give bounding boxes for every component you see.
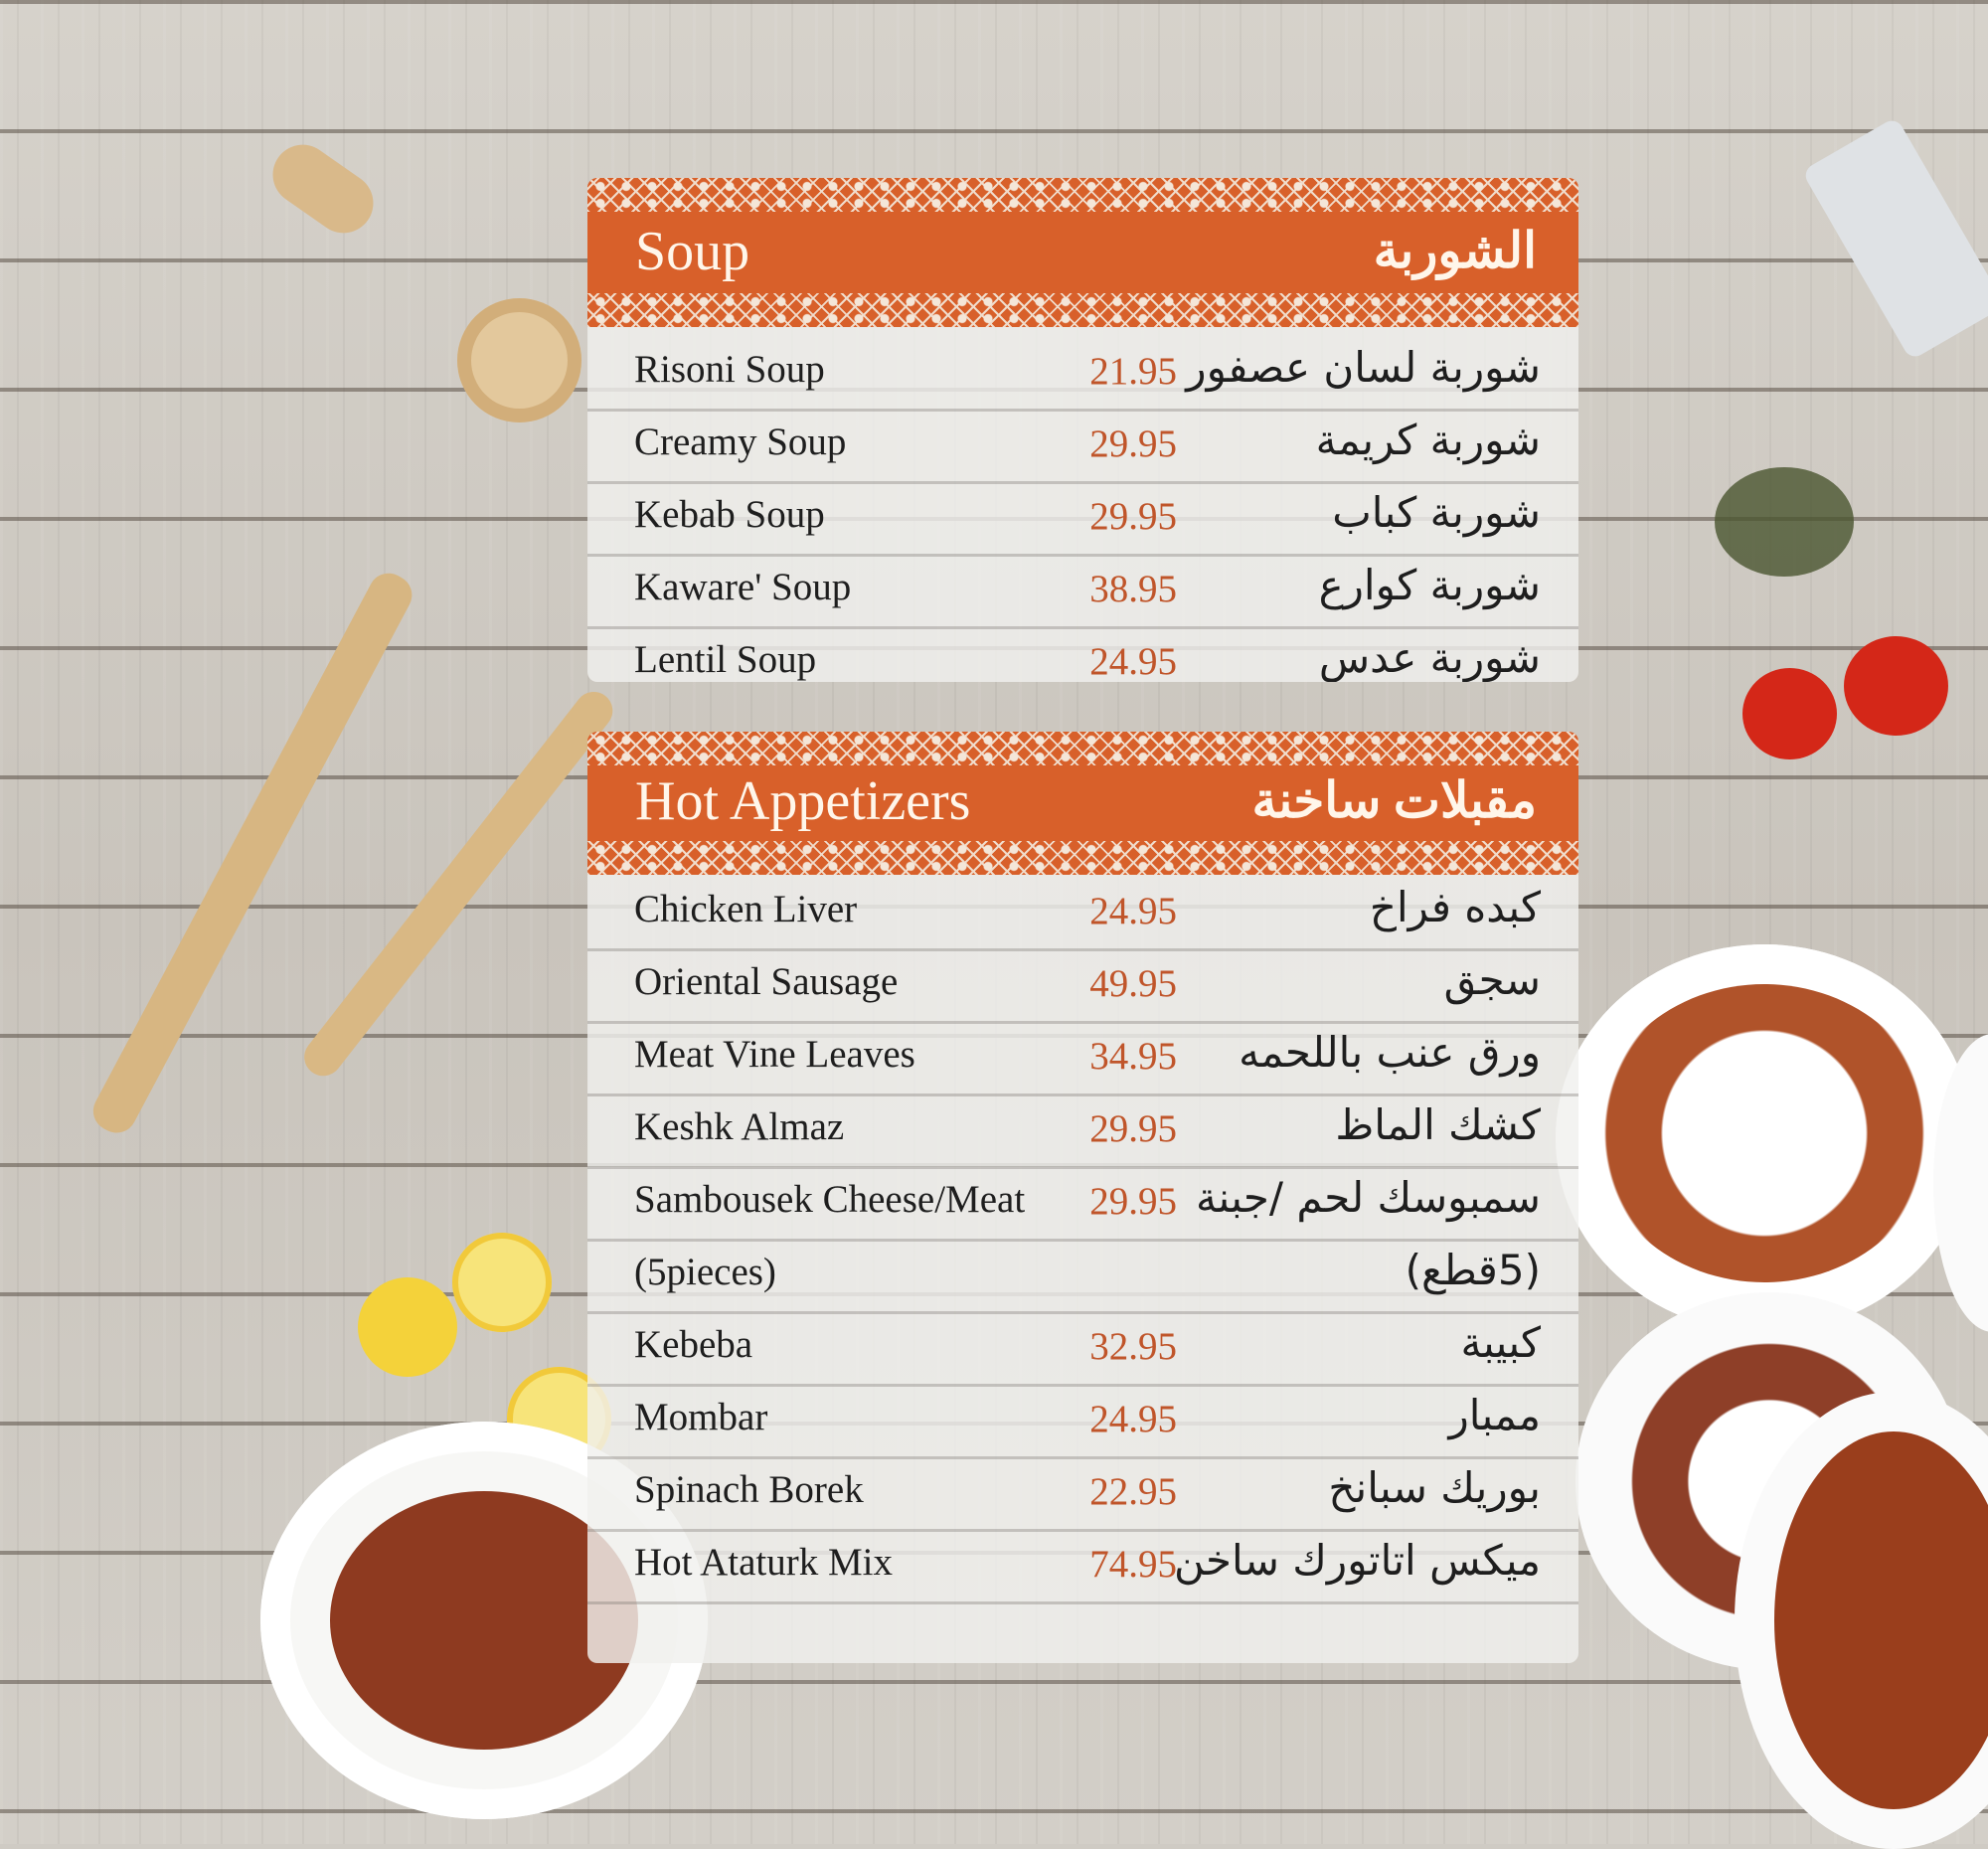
meat-stew-dish-image <box>1735 1392 1988 1849</box>
item-name-arabic: سجق <box>1443 955 1541 1004</box>
item-name: Chicken Liver <box>634 888 858 930</box>
menu-item-row: Chicken Liver 24.95 كبده فراخ <box>587 879 1578 951</box>
item-price: 29.95 <box>1089 1180 1177 1223</box>
item-price: 24.95 <box>1089 890 1177 932</box>
item-name: Creamy Soup <box>634 420 847 463</box>
pattern-border <box>587 293 1578 327</box>
item-name-arabic: (5قطع) <box>1405 1246 1541 1294</box>
menu-item-row: Keshk Almaz 29.95 كشك الماظ <box>587 1096 1578 1169</box>
item-name: Spinach Borek <box>634 1468 864 1511</box>
section-title: Soup <box>635 221 750 282</box>
item-name-arabic: سمبوسك لحم /جبنة <box>1196 1173 1541 1222</box>
menu-item-row: Hot Ataturk Mix 74.95 ميكس اتاتورك ساخن <box>587 1532 1578 1604</box>
item-price: 29.95 <box>1089 495 1177 538</box>
hot-appetizers-section: Hot Appetizers مقبلات ساخنة Chicken Live… <box>587 732 1578 1663</box>
menu-item-row: Kebeba 32.95 كبيبة <box>587 1314 1578 1387</box>
item-name: (5pieces) <box>634 1251 776 1293</box>
hot-appetizers-header: Hot Appetizers مقبلات ساخنة <box>587 732 1578 875</box>
menu-item-row: Kebab Soup 29.95 شوربة كباب <box>587 484 1578 557</box>
herbs-image <box>1715 467 1854 577</box>
menu-item-row: Oriental Sausage 49.95 سجق <box>587 951 1578 1024</box>
item-name: Oriental Sausage <box>634 960 899 1003</box>
item-name-arabic: شوربة لسان عصفور <box>1186 343 1541 392</box>
menu-item-row: Mombar 24.95 ممبار <box>587 1387 1578 1459</box>
wooden-scoop-image <box>457 298 581 422</box>
item-price: 49.95 <box>1089 962 1177 1005</box>
pattern-border <box>587 732 1578 765</box>
tomato-image <box>1844 636 1948 736</box>
item-name: Risoni Soup <box>634 348 825 391</box>
section-title-arabic: مقبلات ساخنة <box>1251 772 1538 828</box>
item-name: Mombar <box>634 1396 768 1438</box>
item-name-arabic: ممبار <box>1448 1391 1541 1439</box>
item-price: 24.95 <box>1089 1398 1177 1440</box>
item-name: Kebeba <box>634 1323 753 1366</box>
item-price: 22.95 <box>1089 1470 1177 1513</box>
lemon-image <box>452 1233 552 1332</box>
soup-header: Soup الشوربة <box>587 178 1578 327</box>
item-name-arabic: شوربة كوارع <box>1318 561 1541 609</box>
menu-item-row: Kaware' Soup 38.95 شوربة كوارع <box>587 557 1578 629</box>
pattern-border <box>587 178 1578 212</box>
menu-item-row: (5pieces) (5قطع) <box>587 1242 1578 1314</box>
item-name: Lentil Soup <box>634 638 817 681</box>
menu-item-row: Lentil Soup 24.95 شوربة عدس <box>587 629 1578 682</box>
menu-item-row: Creamy Soup 29.95 شوربة كريمة <box>587 412 1578 484</box>
item-price: 34.95 <box>1089 1035 1177 1078</box>
item-name-arabic: بوريك سبانخ <box>1328 1463 1541 1512</box>
item-name-arabic: ميكس اتاتورك ساخن <box>1174 1536 1541 1585</box>
item-name: Meat Vine Leaves <box>634 1033 915 1076</box>
item-name-arabic: كبيبة <box>1460 1318 1541 1367</box>
hot-appetizers-list: Chicken Liver 24.95 كبده فراخ Oriental Saus… <box>587 875 1578 1604</box>
pattern-border <box>587 841 1578 875</box>
section-title: Hot Appetizers <box>635 770 971 832</box>
item-name: Kebab Soup <box>634 493 825 536</box>
item-name-arabic: ورق عنب باللحمه <box>1239 1028 1541 1077</box>
menu-item-row: Sambousek Cheese/Meat 29.95 سمبوسك لحم /جب… <box>587 1169 1578 1242</box>
item-name: Kaware' Soup <box>634 566 852 608</box>
lemon-image <box>358 1277 457 1377</box>
item-price: 38.95 <box>1089 568 1177 610</box>
item-price: 29.95 <box>1089 1107 1177 1150</box>
item-name-arabic: شوربة كريمة <box>1315 416 1541 464</box>
item-name-arabic: كبده فراخ <box>1369 883 1541 931</box>
menu-item-row: Spinach Borek 22.95 بوريك سبانخ <box>587 1459 1578 1532</box>
soup-section: Soup الشوربة Risoni Soup 21.95 شوربة لسان … <box>587 178 1578 682</box>
item-price: 24.95 <box>1089 640 1177 682</box>
kibbeh-dish-image <box>1556 944 1973 1332</box>
tomato-image <box>1742 668 1837 759</box>
menu-item-row: Meat Vine Leaves 34.95 ورق عنب باللحمه <box>587 1024 1578 1096</box>
item-name: Keshk Almaz <box>634 1105 845 1148</box>
menu-item-row: Risoni Soup 21.95 شوربة لسان عصفور <box>587 339 1578 412</box>
item-name-arabic: شوربة عدس <box>1318 633 1541 682</box>
section-title-arabic: الشوربة <box>1373 223 1537 278</box>
item-name-arabic: شوربة كباب <box>1332 488 1541 537</box>
item-name: Sambousek Cheese/Meat <box>634 1178 1026 1221</box>
item-price: 29.95 <box>1089 422 1177 465</box>
item-price: 74.95 <box>1089 1543 1177 1586</box>
soup-list: Risoni Soup 21.95 شوربة لسان عصفور Creamy S… <box>587 327 1578 682</box>
item-name-arabic: كشك الماظ <box>1335 1100 1541 1149</box>
item-name: Hot Ataturk Mix <box>634 1541 893 1584</box>
item-price: 21.95 <box>1089 350 1177 393</box>
item-price: 32.95 <box>1089 1325 1177 1368</box>
